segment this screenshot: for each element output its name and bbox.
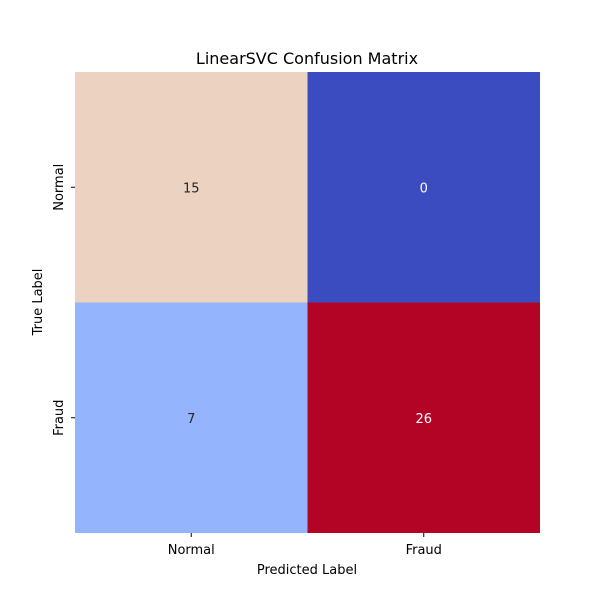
heatmap-cell-normal-normal [75, 72, 308, 303]
cell-value-label: 26 [415, 412, 432, 427]
heatmap-cell-fraud-normal [75, 302, 308, 533]
heatmap-cell-normal-fraud [307, 72, 540, 303]
chart-title: LinearSVC Confusion Matrix [196, 49, 418, 68]
y-tick-label: Fraud [52, 400, 67, 436]
cell-annotations: 15 0 7 26 [183, 181, 432, 427]
x-axis-label: Predicted Label [257, 563, 357, 578]
y-axis-label: True Label [31, 269, 46, 337]
y-tick-label: Normal [52, 164, 67, 211]
heatmap-cell-fraud-fraud [307, 302, 540, 533]
x-tick-label: Normal [168, 543, 215, 558]
cell-value-label: 0 [420, 181, 428, 196]
cell-value-label: 7 [187, 412, 195, 427]
x-tick-label: Fraud [406, 543, 442, 558]
axis-ticks: Normal Fraud Normal Fraud [52, 164, 442, 558]
cell-value-label: 15 [183, 181, 200, 196]
heatmap-cells [75, 72, 540, 533]
